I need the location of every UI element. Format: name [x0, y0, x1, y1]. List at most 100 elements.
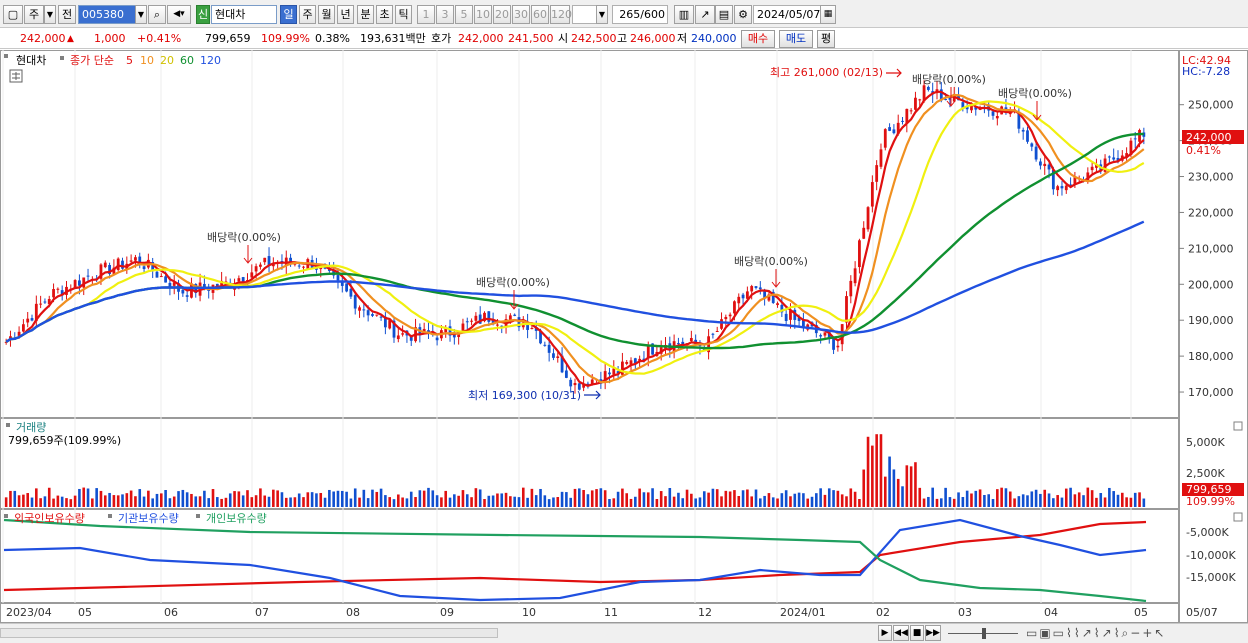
count-field[interactable]: 265/600	[612, 5, 668, 24]
date-input[interactable]: 2024/05/07	[753, 5, 823, 24]
eval-button[interactable]: 평	[817, 30, 835, 48]
volume-bar	[616, 491, 620, 507]
sell-button[interactable]: 매도	[779, 30, 813, 48]
candle-body	[1073, 176, 1077, 185]
gear-icon[interactable]: ⚙	[734, 5, 752, 24]
candle-body	[1030, 143, 1034, 147]
horizontal-scrollbar[interactable]	[0, 628, 498, 638]
volume-panel-frame	[0, 418, 1179, 509]
scroll-next-icon[interactable]: ▶	[878, 625, 892, 641]
buy-button[interactable]: 매수	[741, 30, 775, 48]
volume-bar	[82, 487, 86, 507]
candle-body	[823, 332, 827, 336]
chart-window-icon[interactable]: ▢	[3, 5, 23, 24]
interval-20[interactable]: 20	[493, 5, 511, 24]
speaker-icon[interactable]: ◀▾	[167, 5, 191, 24]
candle-body	[888, 127, 891, 131]
scroll-prev-page-icon[interactable]: ◀◀	[893, 625, 909, 641]
ma-legend-5: 5	[126, 54, 133, 67]
candle-body	[60, 290, 64, 296]
ask-label: 호가	[431, 32, 452, 45]
stop-icon[interactable]: ■	[910, 625, 924, 641]
min-arrow-icon	[584, 390, 601, 400]
volume-bar	[151, 498, 154, 507]
interval-10[interactable]: 10	[474, 5, 492, 24]
search-icon[interactable]: ⌕	[148, 5, 166, 24]
volume-bar	[86, 488, 90, 507]
interval-1[interactable]: 1	[417, 5, 435, 24]
candle-body	[608, 372, 611, 375]
volume-bar	[815, 493, 818, 507]
volume-bar	[457, 495, 460, 507]
volume-badge-pct: 109.99%	[1186, 495, 1235, 508]
volume-bar	[603, 490, 607, 507]
candle-body	[259, 264, 262, 267]
interval-30[interactable]: 30	[512, 5, 530, 24]
ask-price: 242,000	[458, 32, 504, 45]
volume-bar	[810, 496, 814, 507]
hc-label: HC:-7.28	[1182, 65, 1230, 78]
indicator-icon[interactable]: ↗	[695, 5, 715, 24]
volume-bar	[35, 488, 38, 507]
candle-body	[478, 314, 482, 324]
stock-tag: 현대차	[16, 54, 46, 67]
stock-code-input[interactable]: 005380	[78, 5, 136, 24]
interval-3[interactable]: 3	[436, 5, 454, 24]
candle-body	[340, 280, 344, 286]
top-toolbar: ▢ 주 ▼ 전 005380 ▼ ⌕ ◀▾ 신 현대차 일 주 월 년 분 초 …	[0, 0, 1248, 28]
volume-panel-close-icon[interactable]	[1233, 421, 1243, 431]
candle-body	[896, 122, 900, 135]
period-second[interactable]: 초	[376, 5, 393, 24]
period-year[interactable]: 년	[337, 5, 354, 24]
candle-body	[720, 319, 723, 329]
price-chart-svg[interactable]: 현대차 종가 단순 5 10 20 60 120 최고 261,000 (02/…	[0, 50, 1248, 623]
candle-body	[539, 330, 542, 344]
dividend-arrow-5-icon	[1032, 101, 1042, 121]
volume-tick-2500k: 2,500K	[1186, 467, 1225, 480]
period-day[interactable]: 일	[280, 5, 297, 24]
volume-bar	[543, 495, 547, 507]
table-toggle-glyph	[12, 72, 20, 80]
candle-body	[78, 280, 81, 286]
period-tick[interactable]: 틱	[395, 5, 412, 24]
type-dropdown-icon[interactable]: ▼	[44, 5, 56, 24]
price-change-pct: +0.41%	[137, 32, 182, 45]
volume-bar	[737, 496, 741, 507]
candle-body	[151, 262, 155, 272]
prefix-toggle[interactable]: 전	[58, 5, 76, 24]
interval-60[interactable]: 60	[531, 5, 549, 24]
volume-bar	[13, 490, 17, 507]
candle-body	[530, 328, 534, 330]
zoom-slider-thumb[interactable]	[982, 628, 986, 639]
volume-bar	[500, 493, 504, 507]
drawing-tools-icons[interactable]: ▭▣▭⌇⌇↗⌇↗⌇⌕−+↖	[1026, 626, 1167, 640]
interval-dropdown-icon[interactable]: ▼	[596, 5, 608, 24]
period-week[interactable]: 주	[299, 5, 316, 24]
volume-bar	[1116, 494, 1120, 507]
chart-area[interactable]: 현대차 종가 단순 5 10 20 60 120 최고 261,000 (02/…	[0, 50, 1248, 623]
volume-bar	[940, 498, 943, 507]
stock-name-field[interactable]: 현대차	[211, 5, 277, 24]
candle-body	[56, 288, 60, 290]
interval-5[interactable]: 5	[455, 5, 473, 24]
volume-bar	[832, 490, 835, 507]
calendar-icon[interactable]: ▦	[820, 5, 836, 24]
type-select[interactable]: 주	[24, 5, 44, 24]
interval-120[interactable]: 120	[550, 5, 572, 24]
period-month[interactable]: 월	[318, 5, 335, 24]
holding-panel-close-icon[interactable]	[1233, 512, 1243, 522]
volume-bar	[892, 469, 896, 507]
save-icon[interactable]: ▤	[715, 5, 733, 24]
scroll-next-page-icon[interactable]: ▶▶	[925, 625, 941, 641]
volume-bar	[608, 499, 611, 507]
code-dropdown-icon[interactable]: ▼	[135, 5, 147, 24]
volume-bar	[552, 497, 555, 507]
x-axis-label: 08	[346, 606, 360, 619]
candle-body	[526, 322, 529, 330]
period-minute[interactable]: 분	[357, 5, 374, 24]
candle-body	[970, 105, 973, 111]
volume-bar	[181, 489, 185, 507]
candle-type-icon[interactable]: ▥	[674, 5, 694, 24]
volume-bar	[521, 487, 525, 507]
dividend-label-3: 배당락(0.00%)	[734, 255, 808, 268]
